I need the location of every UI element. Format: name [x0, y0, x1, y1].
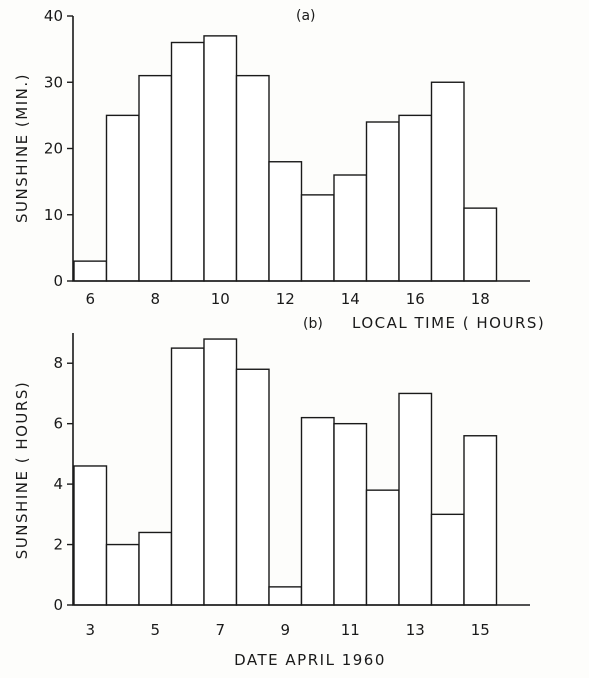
- panel-label-b: (b): [303, 316, 323, 332]
- x-tick-label-b: 11: [341, 621, 360, 639]
- bar-a-11: [235, 74, 270, 282]
- x-tick-label-a: 14: [341, 290, 360, 308]
- x-tick-group-a: 6 8 10 12 14 16 18: [85, 290, 489, 308]
- y-tick-label-b: 8: [53, 354, 63, 372]
- axis-frame-b: [72, 333, 530, 606]
- x-tick-label-b: 5: [150, 621, 160, 639]
- y-tick-label-b: 6: [53, 415, 63, 433]
- bar-a-16: [398, 114, 433, 282]
- x-tick-label-a: 12: [276, 290, 295, 308]
- axis-frame-a: [72, 16, 530, 282]
- y-tick-label-a: 10: [44, 206, 63, 224]
- bar-group-b: [73, 338, 498, 606]
- bar-a-18: [463, 207, 498, 282]
- y-tick-group-a: 0 10 20 30 40: [44, 7, 73, 290]
- y-tick-label-b: 2: [53, 536, 63, 554]
- y-tick-label-a: 20: [44, 140, 63, 158]
- bar-b-10: [300, 416, 335, 606]
- bar-a-7: [105, 114, 140, 282]
- bar-a-8: [138, 74, 173, 282]
- x-tick-group-b: 3 5 7 9 11 13 15: [85, 621, 489, 639]
- bar-b-8: [235, 368, 270, 606]
- y-tick-label-b: 4: [53, 475, 63, 493]
- bar-b-15: [463, 435, 498, 606]
- y-axis-label-a: SUNSHINE (MIN.): [13, 73, 31, 223]
- bar-a-14: [333, 174, 368, 282]
- bar-a-13: [300, 194, 335, 282]
- x-tick-label-a: 8: [150, 290, 160, 308]
- bar-b-14: [430, 513, 465, 606]
- x-axis-label-b: DATE APRIL 1960: [234, 651, 386, 669]
- bar-b-7: [203, 338, 238, 606]
- bar-a-15: [365, 121, 400, 282]
- bar-a-10: [203, 35, 238, 282]
- x-tick-label-b: 13: [406, 621, 425, 639]
- bar-b-11: [333, 422, 368, 606]
- x-tick-label-a: 10: [211, 290, 230, 308]
- bar-a-12: [268, 161, 303, 282]
- y-axis-label-b: SUNSHINE ( HOURS): [13, 381, 31, 559]
- y-tick-label-a: 40: [44, 7, 63, 25]
- bar-b-13: [398, 392, 433, 606]
- bar-b-6: [170, 347, 205, 606]
- chart-panel-a: 0 10 20 30 40 6 8 10 12 14 16 18 (a) LOCAL TIME ( …: [13, 7, 545, 332]
- bar-a-17: [430, 81, 465, 282]
- y-tick-label-a: 0: [53, 272, 63, 290]
- bar-b-3: [73, 465, 108, 606]
- bar-a-6: [73, 260, 108, 282]
- x-tick-label-b: 15: [471, 621, 490, 639]
- x-tick-label-a: 18: [471, 290, 490, 308]
- bar-a-9: [170, 41, 205, 282]
- bar-b-4: [105, 543, 140, 606]
- x-tick-label-a: 6: [85, 290, 95, 308]
- bar-b-5: [138, 531, 173, 606]
- x-axis-label-a: LOCAL TIME ( HOURS): [352, 314, 545, 332]
- panel-label-a: (a): [296, 8, 316, 24]
- bar-b-9: [268, 586, 303, 606]
- chart-panel-b: 0 2 4 6 8 3 5 7 9 11 13 15 (b) DATE APRIL 1960 SUN…: [13, 316, 530, 669]
- x-tick-label-a: 16: [406, 290, 425, 308]
- x-tick-label-b: 7: [215, 621, 225, 639]
- y-tick-label-b: 0: [53, 596, 63, 614]
- y-tick-label-a: 30: [44, 73, 63, 91]
- bar-b-12: [365, 489, 400, 606]
- x-tick-label-b: 9: [280, 621, 290, 639]
- y-tick-group-b: 0 2 4 6 8: [53, 354, 73, 614]
- bar-group-a: [73, 35, 498, 282]
- x-tick-label-b: 3: [85, 621, 95, 639]
